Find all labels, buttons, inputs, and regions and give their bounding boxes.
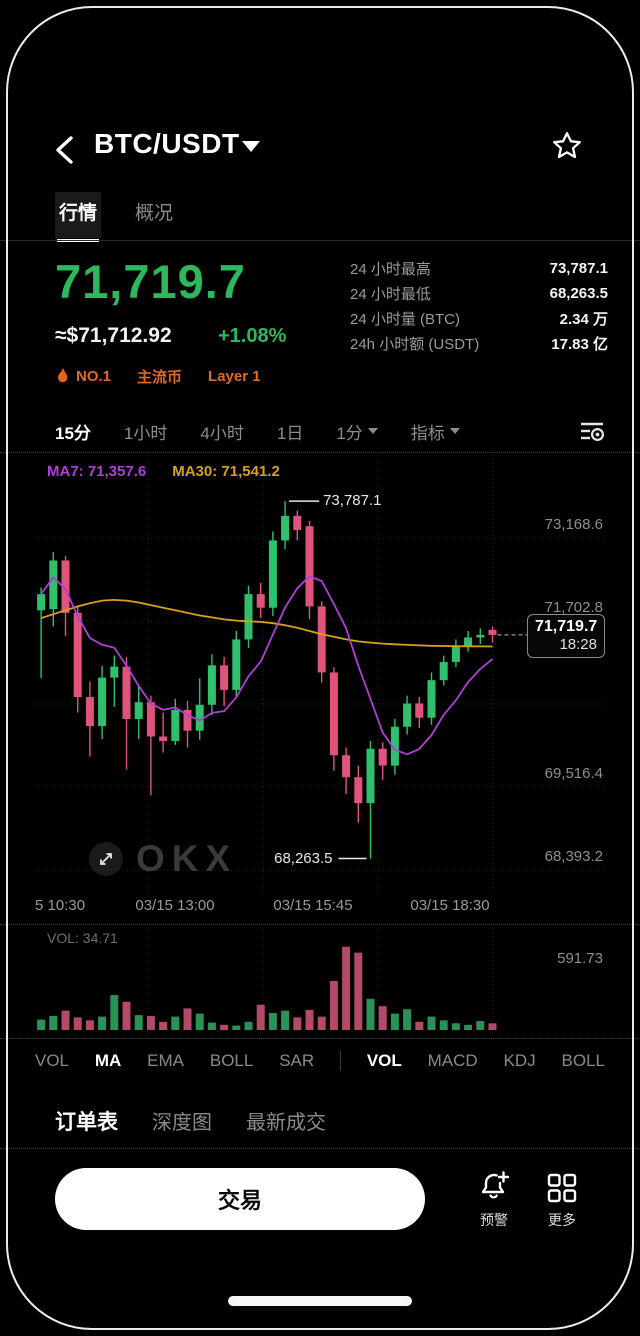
tab-行情[interactable]: 行情 <box>55 192 102 242</box>
chevron-down-icon <box>449 428 460 434</box>
tag-time: 18:28 <box>559 635 597 653</box>
stat-row: 24 小时量 (BTC) 2.34 万 <box>350 306 608 331</box>
stat-value: 73,787.1 <box>549 260 608 277</box>
volume-chart[interactable]: VOL: 34.71 591.73 <box>35 928 605 1036</box>
divider <box>0 924 640 925</box>
main-tabs: 行情 概况 <box>55 192 177 242</box>
header: BTC/USDT <box>0 128 640 174</box>
tag-badge[interactable]: 主流币 <box>137 369 183 386</box>
badge-row: NO.1 主流币 Layer 1 <box>55 366 261 387</box>
timeframe-4小时[interactable]: 4小时 <box>200 423 244 443</box>
sub-indicator-macd[interactable]: MACD <box>427 1051 478 1070</box>
expand-icon[interactable] <box>89 842 123 876</box>
trade-button[interactable]: 交易 <box>55 1168 425 1230</box>
y-axis-label: 68,393.2 <box>544 848 603 865</box>
order-tab-深度图[interactable]: 深度图 <box>152 1112 212 1134</box>
indicator-boll[interactable]: BOLL <box>209 1051 254 1070</box>
y-axis-label: 69,516.4 <box>544 765 603 782</box>
stat-label: 24h 小时额 (USDT) <box>350 336 480 353</box>
divider <box>340 1051 341 1071</box>
fiat-price: ≈$71,712.92 <box>55 324 172 347</box>
indicator-settings-icon[interactable] <box>579 420 605 442</box>
divider <box>0 452 640 453</box>
watermark: OKX <box>89 838 237 880</box>
stat-label: 24 小时量 (BTC) <box>350 311 461 328</box>
home-indicator[interactable] <box>228 1296 412 1306</box>
stats-panel: 24 小时最高 73,787.1 24 小时最低 68,263.5 24 小时量 (BT… <box>350 256 608 356</box>
stat-row: 24 小时最低 68,263.5 <box>350 281 608 306</box>
stat-label: 24 小时最高 <box>350 261 431 278</box>
timeframe-row: 15分 1小时 4小时 1日 1分 指标 <box>55 414 605 448</box>
timeframe-1日[interactable]: 1日 <box>276 423 304 443</box>
x-axis-label: 03/15 18:30 <box>410 897 490 914</box>
x-axis-label: 03/15 15:45 <box>273 897 353 914</box>
timeframe-1分[interactable]: 1分 <box>336 419 378 444</box>
stat-row: 24h 小时额 (USDT) 17.83 亿 <box>350 331 608 356</box>
vol-axis-max: 591.73 <box>557 950 603 967</box>
order-tab-订单表[interactable]: 订单表 <box>55 1111 118 1134</box>
pair-dropdown-caret-icon[interactable] <box>242 141 260 152</box>
grid-more-icon <box>547 1173 577 1203</box>
tag-price: 71,719.7 <box>535 617 598 635</box>
more-label: 更多 <box>548 1212 576 1228</box>
chevron-down-icon <box>367 428 378 434</box>
indicator-row: VOL MA EMA BOLL SAR VOL MACD KDJ BOLL <box>35 1044 605 1078</box>
alert-tool[interactable]: 预警 <box>462 1168 526 1230</box>
flame-icon <box>58 367 68 382</box>
ma-legend: MA7: 71,357.6 MA30: 71,541.2 <box>47 463 280 480</box>
timeframe-指标[interactable]: 指标 <box>411 419 460 444</box>
stat-value: 17.83 亿 <box>551 336 608 353</box>
sub-indicator-kdj[interactable]: KDJ <box>503 1051 536 1070</box>
y-axis-label: 73,168.6 <box>544 516 603 533</box>
divider <box>0 1148 640 1149</box>
vol-current-label: VOL: 34.71 <box>47 930 118 946</box>
alert-label: 预警 <box>480 1212 508 1228</box>
price-change: +1.08% <box>218 325 287 347</box>
okx-logo: OKX <box>136 838 238 879</box>
indicator-ma[interactable]: MA <box>94 1051 122 1070</box>
order-tab-最新成交[interactable]: 最新成交 <box>246 1112 326 1134</box>
sub-indicator-boll[interactable]: BOLL <box>561 1051 605 1070</box>
pair-title[interactable]: BTC/USDT <box>94 128 240 159</box>
timeframe-15分[interactable]: 15分 <box>55 423 91 443</box>
divider <box>0 240 640 241</box>
low-annotation: 68,263.5 <box>274 849 333 867</box>
volume-canvas <box>37 928 497 1036</box>
ma7-label: MA7: 71,357.6 <box>47 463 147 480</box>
high-annotation: 73,787.1 <box>323 492 382 510</box>
last-price: 71,719.7 <box>55 255 246 308</box>
tab-概况[interactable]: 概况 <box>135 203 174 224</box>
x-axis-label: 03/15 13:00 <box>135 897 215 914</box>
bell-plus-icon <box>481 1171 510 1199</box>
stat-row: 24 小时最高 73,787.1 <box>350 256 608 281</box>
rank-label: NO.1 <box>76 368 112 385</box>
last-price-tag: 71,719.7 18:28 <box>527 613 605 658</box>
divider <box>0 1038 640 1039</box>
order-tabs: 订单表 深度图 最新成交 <box>55 1106 326 1136</box>
tag-badge[interactable]: Layer 1 <box>208 368 261 385</box>
back-icon[interactable] <box>52 134 78 166</box>
stat-value: 68,263.5 <box>549 285 608 302</box>
indicator-ema[interactable]: EMA <box>147 1051 185 1070</box>
timeframe-1小时[interactable]: 1小时 <box>123 423 168 443</box>
candlestick-chart[interactable]: MA7: 71,357.6 MA30: 71,541.2 73,787.1 68… <box>35 455 605 895</box>
indicator-vol[interactable]: VOL <box>35 1051 70 1070</box>
ma30-label: MA30: 71,541.2 <box>172 463 280 480</box>
sub-indicator-vol[interactable]: VOL <box>366 1051 402 1070</box>
more-tool[interactable]: 更多 <box>530 1168 594 1230</box>
stat-value: 2.34 万 <box>559 311 608 328</box>
indicator-sar[interactable]: SAR <box>279 1051 315 1070</box>
stat-label: 24 小时最低 <box>350 286 431 303</box>
favorite-star-icon[interactable] <box>551 130 583 162</box>
y-axis-label: 71,702.8 <box>544 599 603 616</box>
rank-badge[interactable]: NO.1 <box>55 367 112 386</box>
x-axis-label: 5 10:30 <box>35 897 86 914</box>
candle-canvas <box>35 455 605 895</box>
x-axis-labels: 5 10:30 03/15 13:00 03/15 15:45 03/15 18:30 <box>35 895 605 921</box>
